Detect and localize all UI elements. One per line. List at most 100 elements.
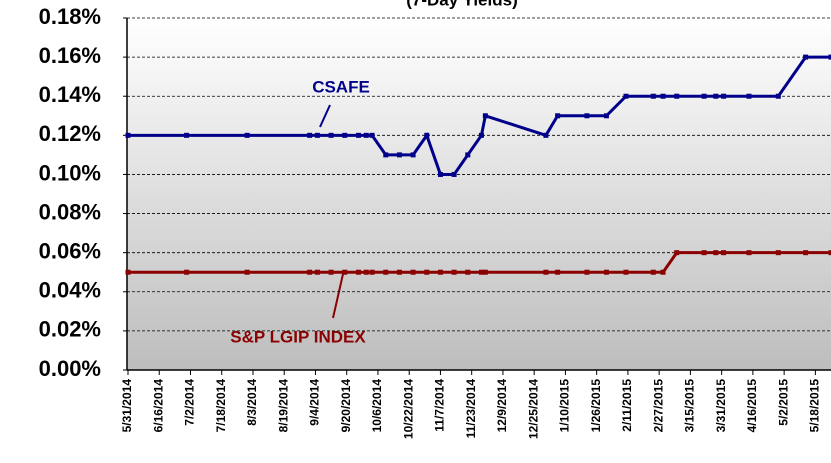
data-point — [721, 93, 727, 99]
data-point — [244, 269, 250, 275]
data-point — [410, 269, 416, 275]
data-point — [623, 269, 629, 275]
y-tick-label: 0.14% — [39, 82, 101, 107]
data-point — [328, 132, 334, 138]
data-point — [603, 113, 609, 119]
x-tick-label: 5/31/2014 — [120, 379, 134, 433]
x-tick-label: 9/4/2014 — [308, 379, 322, 426]
x-tick-label: 8/3/2014 — [245, 379, 259, 426]
x-tick-label: 1/26/2015 — [589, 379, 603, 433]
x-tick-label: 6/16/2014 — [151, 379, 165, 433]
x-tick-label: 10/22/2014 — [401, 379, 415, 439]
data-point — [244, 132, 250, 138]
series-line — [128, 55, 831, 176]
data-point — [424, 132, 430, 138]
data-point — [623, 93, 629, 99]
x-tick-label: 3/15/2015 — [683, 379, 697, 433]
data-point — [584, 269, 590, 275]
x-tick-label: 10/6/2014 — [370, 379, 384, 433]
data-point — [465, 152, 471, 158]
data-point — [396, 152, 402, 158]
y-tick-label: 0.18% — [39, 4, 101, 29]
x-tick-label: 4/16/2015 — [745, 379, 759, 433]
data-point — [184, 269, 190, 275]
data-point — [369, 132, 375, 138]
y-tick-label: 0.08% — [39, 199, 101, 224]
x-tick-label: 11/7/2014 — [433, 379, 447, 432]
data-point — [746, 250, 752, 256]
x-tick-label: 8/19/2014 — [276, 379, 290, 433]
data-point — [660, 269, 666, 275]
series-label: CSAFE — [312, 77, 370, 96]
data-point — [410, 152, 416, 158]
data-point — [424, 269, 430, 275]
plot-area — [127, 18, 831, 370]
series — [125, 54, 831, 177]
data-point — [746, 93, 752, 99]
data-point — [451, 269, 457, 275]
data-point — [482, 269, 488, 275]
data-point — [674, 93, 680, 99]
data-point — [465, 269, 471, 275]
series-line — [128, 251, 831, 274]
x-tick-label: 9/20/2014 — [339, 379, 353, 433]
x-tick-label: 12/25/2014 — [526, 379, 540, 439]
series-label: S&P LGIP INDEX — [230, 327, 366, 346]
y-tick-label: 0.10% — [39, 160, 101, 185]
y-tick-label: 0.12% — [39, 121, 101, 146]
data-point — [803, 54, 809, 60]
annotation-leader — [332, 273, 344, 319]
data-point — [342, 132, 348, 138]
data-point — [674, 250, 680, 256]
y-tick-label: 0.16% — [39, 43, 101, 68]
data-point — [437, 269, 443, 275]
data-point — [482, 113, 488, 119]
data-point — [125, 269, 131, 275]
data-point — [555, 269, 561, 275]
data-point — [451, 171, 457, 177]
y-tick-label: 0.06% — [39, 238, 101, 263]
data-point — [713, 93, 719, 99]
y-tick-label: 0.02% — [39, 317, 101, 342]
data-point — [369, 269, 375, 275]
annotation-leader — [319, 104, 331, 128]
x-tick-label: 3/31/2015 — [714, 379, 728, 433]
x-tick-label: 5/2/2015 — [776, 379, 790, 426]
x-tick-label: 7/18/2014 — [214, 379, 228, 433]
y-tick-label: 0.04% — [39, 278, 101, 303]
data-point — [721, 250, 727, 256]
chart-title: (7-Day Yields) — [406, 0, 518, 9]
data-point — [713, 250, 719, 256]
data-point — [543, 269, 549, 275]
data-point — [363, 269, 369, 275]
x-tick-label: 11/23/2014 — [464, 379, 478, 439]
data-point — [396, 269, 402, 275]
x-tick-label: 7/2/2014 — [183, 379, 197, 426]
data-point — [650, 93, 656, 99]
data-point — [603, 269, 609, 275]
data-point — [383, 269, 389, 275]
data-point — [650, 269, 656, 275]
data-point — [775, 250, 781, 256]
data-point — [478, 132, 484, 138]
data-point — [701, 93, 707, 99]
series — [125, 250, 831, 275]
data-point — [363, 132, 369, 138]
data-point — [584, 113, 590, 119]
data-point — [307, 269, 313, 275]
x-tick-label: 5/18/2015 — [808, 379, 822, 433]
y-tick-label: 0.00% — [39, 356, 101, 381]
x-tick-label: 12/9/2014 — [495, 379, 509, 433]
data-point — [307, 132, 313, 138]
data-point — [383, 152, 389, 158]
data-point — [555, 113, 561, 119]
data-point — [437, 171, 443, 177]
data-point — [701, 250, 707, 256]
data-point — [314, 132, 320, 138]
data-point — [184, 132, 190, 138]
data-point — [355, 269, 361, 275]
data-point — [660, 93, 666, 99]
data-point — [803, 250, 809, 256]
